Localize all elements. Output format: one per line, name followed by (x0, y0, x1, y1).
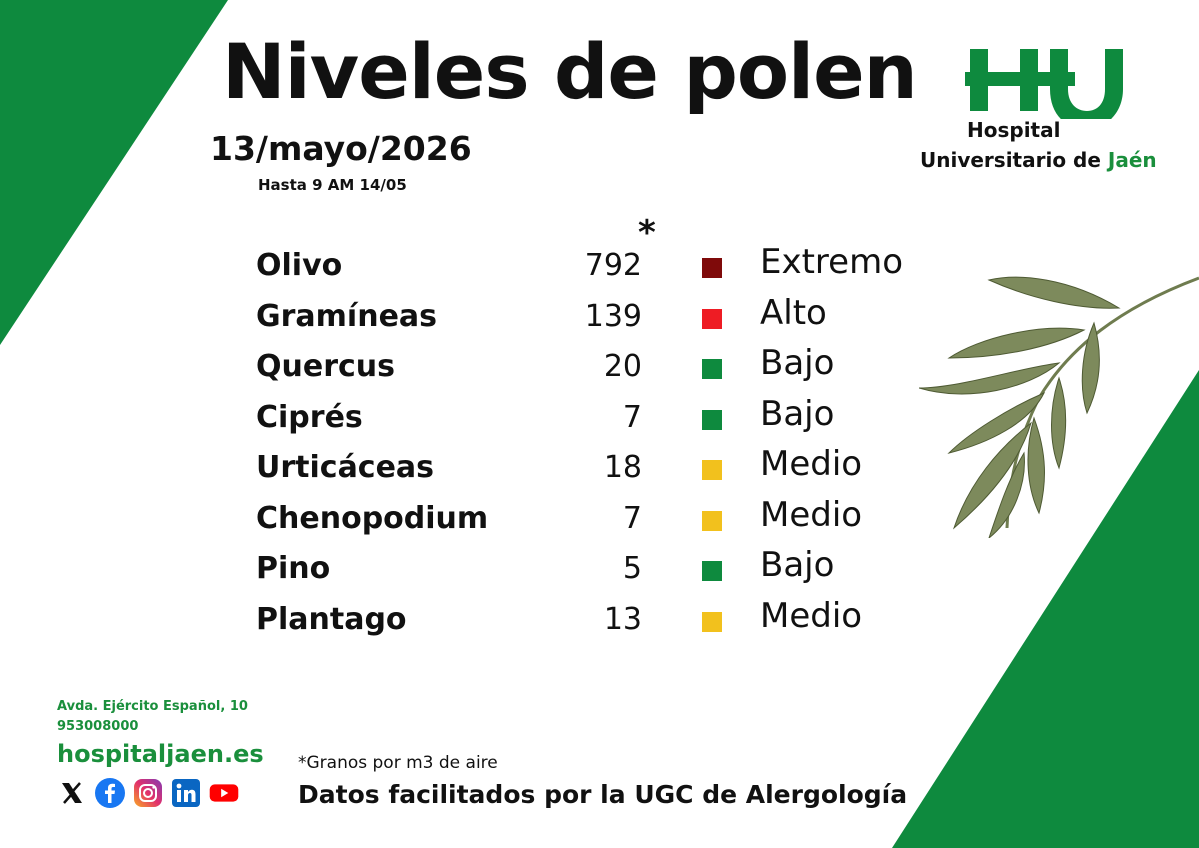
pollen-row: Quercus 20 Bajo (256, 341, 956, 392)
pollen-count: 20 (603, 349, 642, 384)
pollen-level: Extremo (760, 242, 904, 282)
pollen-level: Medio (760, 494, 863, 535)
pollen-name: Gramíneas (256, 298, 438, 334)
logo-line-hospital: Hospital (967, 118, 1061, 142)
x-icon[interactable] (57, 778, 87, 808)
pollen-count: 792 (584, 248, 642, 283)
logo-line-university: Universitario de Jaén (920, 148, 1157, 172)
contact-info: Avda. Ejército Español, 10 953008000 (57, 697, 248, 737)
pollen-name: Chenopodium (256, 500, 489, 536)
level-color-swatch (702, 510, 722, 531)
pollen-name: Plantago (256, 601, 407, 637)
page-title: Niveles de polen (222, 27, 918, 116)
social-links (57, 778, 239, 808)
pollen-count: 7 (622, 399, 642, 435)
count-footnote-marker: * (638, 213, 656, 253)
pollen-row: Pino 5 Bajo (256, 543, 956, 594)
pollen-count: 7 (622, 500, 642, 536)
facebook-icon[interactable] (95, 778, 125, 808)
pollen-level: Alto (760, 292, 827, 333)
valid-until: Hasta 9 AM 14/05 (258, 176, 407, 194)
report-date: 13/mayo/2026 (210, 129, 472, 168)
pollen-row: Urticáceas 18 Medio (256, 442, 956, 493)
pollen-row: Gramíneas 139 Alto (256, 291, 956, 342)
level-color-swatch (702, 359, 722, 379)
pollen-count: 18 (603, 450, 642, 485)
level-color-swatch (702, 409, 722, 430)
pollen-row: Olivo 792 Extremo (256, 240, 956, 291)
pollen-level: Bajo (760, 545, 835, 585)
units-footnote: *Granos por m3 de aire (298, 753, 498, 773)
pollen-name: Urticáceas (256, 450, 435, 485)
pollen-level: Bajo (760, 393, 835, 434)
pollen-level: Medio (760, 595, 863, 636)
data-credits: Datos facilitados por la UGC de Alergolo… (298, 780, 908, 809)
phone: 953008000 (57, 719, 139, 734)
pollen-name: Ciprés (256, 399, 363, 435)
pollen-name: Pino (256, 551, 331, 586)
youtube-icon[interactable] (209, 778, 239, 808)
pollen-table: Olivo 792 Extremo Gramíneas 139 Alto Quercus 20… (256, 240, 956, 644)
olive-branch-illustration (919, 276, 1199, 538)
pollen-count: 5 (622, 551, 642, 586)
pollen-name: Olivo (256, 248, 343, 283)
pollen-row: Chenopodium 7 Medio (256, 493, 956, 544)
level-color-swatch (702, 460, 722, 480)
pollen-row: Ciprés 7 Bajo (256, 392, 956, 443)
pollen-name: Quercus (256, 349, 395, 384)
website-link[interactable]: hospitaljaen.es (57, 740, 264, 768)
pollen-level: Bajo (760, 343, 835, 383)
huj-logo-icon (965, 49, 1123, 119)
pollen-count: 13 (603, 601, 642, 637)
pollen-row: Plantago 13 Medio (256, 594, 956, 645)
level-color-swatch (702, 611, 722, 632)
linkedin-icon[interactable] (171, 778, 201, 808)
address: Avda. Ejército Español, 10 (57, 699, 248, 714)
pollen-count: 139 (584, 298, 642, 334)
instagram-icon[interactable] (133, 778, 163, 808)
hospital-logo: Hospital Universitario de Jaén (915, 44, 1165, 184)
level-color-swatch (702, 561, 722, 581)
level-color-swatch (702, 258, 722, 278)
pollen-level: Medio (760, 444, 863, 484)
level-color-swatch (702, 308, 722, 329)
